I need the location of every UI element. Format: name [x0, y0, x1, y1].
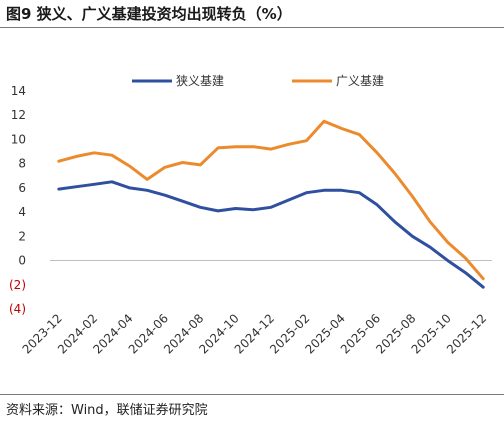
y-tick-label: 12: [11, 108, 26, 122]
bottom-rule: [0, 394, 504, 395]
y-tick-label: 10: [11, 132, 26, 146]
y-axis-ticks: 14 12 10 8 6 4 2 0 (2) (4): [9, 84, 26, 316]
series-line-narrow: [57, 180, 485, 289]
legend-label: 狭义基建: [176, 74, 224, 88]
y-tick-label: 6: [18, 181, 26, 195]
legend: 狭义基建 广义基建: [132, 74, 384, 88]
y-tick-label: 14: [11, 84, 26, 98]
y-tick-label: (2): [9, 278, 26, 292]
x-axis-ticks: 2023-122024-022024-042024-062024-082024-…: [20, 311, 490, 356]
chart-title: 图9 狭义、广义基建投资均出现转负（%）: [6, 5, 292, 23]
top-rule: [0, 27, 504, 28]
y-tick-label: (4): [9, 302, 26, 316]
legend-label: 广义基建: [336, 74, 384, 88]
series-lines: [57, 119, 485, 289]
series-line-broad: [57, 119, 485, 281]
y-tick-label: 4: [18, 205, 26, 219]
line-chart: 14 12 10 8 6 4 2 0 (2) (4) 2023-122024-022024-042…: [9, 74, 492, 357]
source-note: 资料来源：Wind，联储证券研究院: [6, 403, 208, 418]
y-tick-label: 2: [18, 229, 26, 243]
y-tick-label: 8: [18, 157, 26, 171]
y-tick-label: 0: [18, 254, 26, 268]
